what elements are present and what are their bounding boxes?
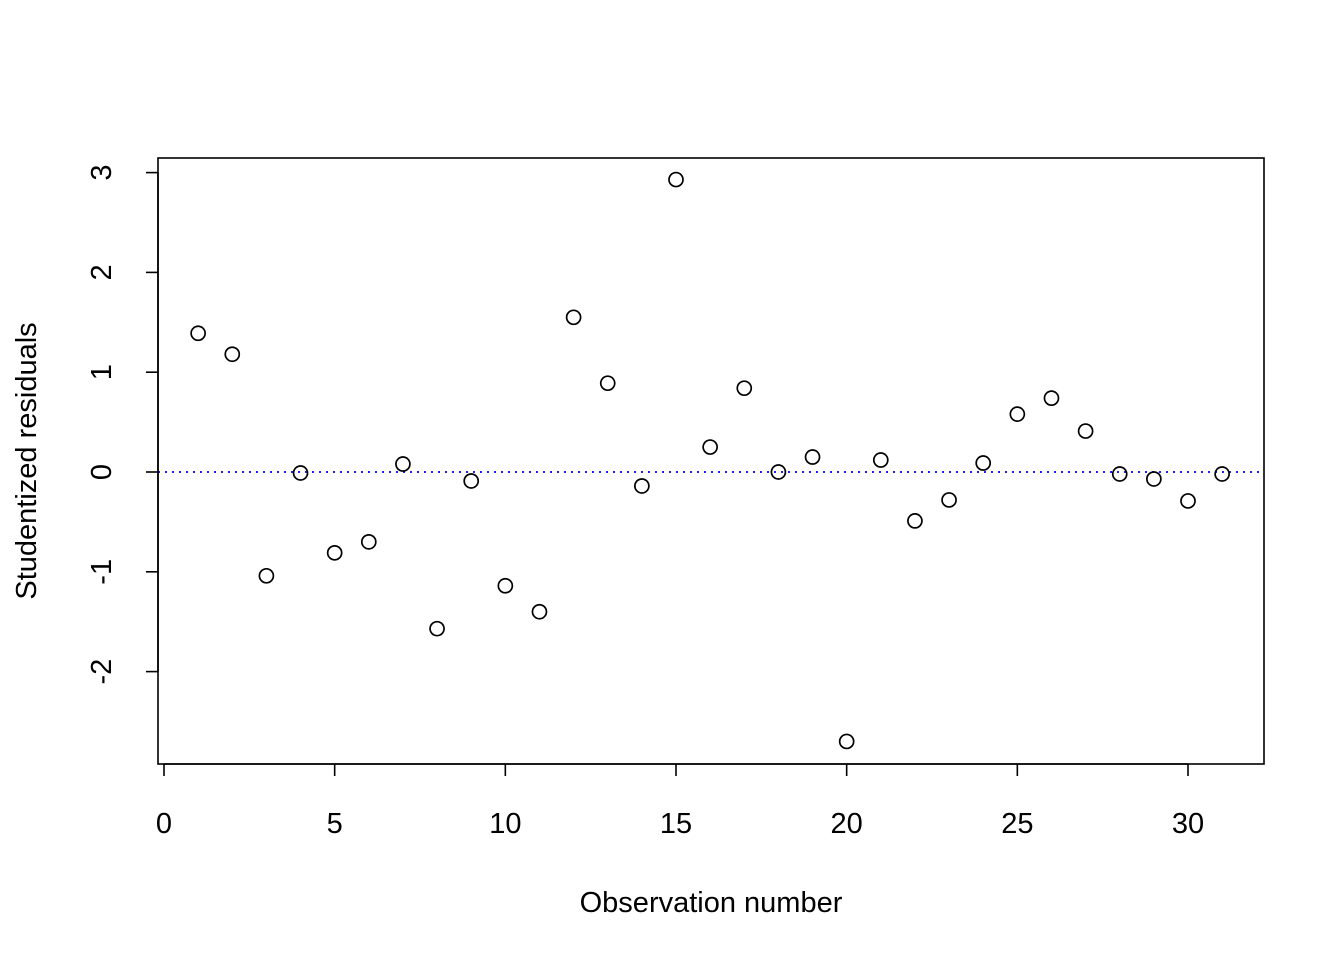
y-tick-label: 3 [86, 165, 118, 181]
data-point [190, 325, 206, 342]
data-point [360, 534, 377, 550]
plot-frame [157, 157, 1265, 765]
data-points [190, 171, 1230, 750]
data-point [531, 603, 548, 620]
x-tick-label: 20 [831, 808, 863, 840]
data-point [292, 465, 309, 481]
data-point [804, 449, 821, 465]
x-tick-label: 0 [156, 808, 172, 840]
data-point [1043, 390, 1060, 406]
y-tick-label: 1 [86, 364, 118, 380]
data-point [668, 171, 684, 188]
data-point [463, 473, 480, 489]
data-point [497, 577, 514, 594]
data-point [1180, 493, 1196, 509]
data-point [565, 309, 582, 326]
data-point [224, 346, 241, 363]
data-point [975, 455, 992, 471]
data-point [941, 492, 957, 508]
data-point [872, 452, 889, 468]
data-point [634, 478, 650, 494]
data-point [1146, 471, 1162, 487]
data-point [1214, 466, 1230, 482]
data-point [736, 380, 753, 397]
y-axis-label: Studentized residuals [11, 322, 43, 599]
x-tick-label: 5 [327, 808, 343, 840]
data-point [395, 456, 411, 472]
x-tick-label: 25 [1001, 808, 1033, 840]
x-axis-label: Observation number [580, 887, 843, 919]
y-tick-label: -1 [86, 559, 118, 585]
data-point [907, 513, 923, 529]
y-tick-label: 2 [86, 264, 118, 280]
data-point [1111, 466, 1128, 482]
x-tick-label: 10 [489, 808, 521, 840]
y-tick-label: 0 [86, 464, 118, 480]
data-point [770, 464, 787, 480]
data-point [429, 620, 445, 637]
x-tick-label: 15 [660, 808, 692, 840]
data-point [326, 544, 343, 561]
data-point [599, 375, 616, 392]
x-tick-label: 30 [1172, 808, 1204, 840]
data-point [258, 567, 275, 584]
data-point [1009, 406, 1026, 422]
data-point [838, 733, 855, 750]
y-tick-label: -2 [86, 659, 118, 685]
data-point [702, 439, 718, 455]
x-axis: 0 5 10 15 20 25 30 [156, 763, 1204, 840]
data-point [1077, 423, 1094, 439]
y-axis: -2 -1 0 1 2 3 [86, 165, 159, 685]
